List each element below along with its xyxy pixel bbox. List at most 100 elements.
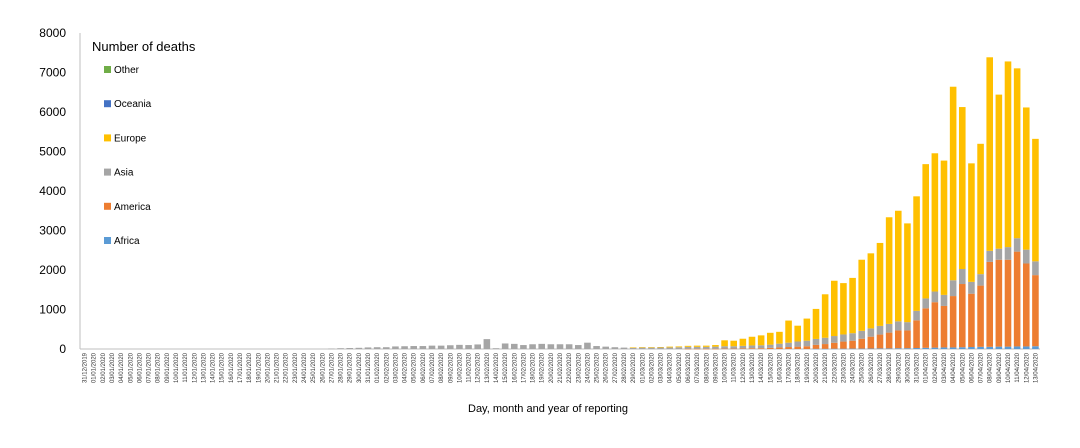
bar-asia-76: [776, 343, 783, 348]
x-tick-label: 31/01/2020: [366, 352, 372, 383]
x-tick-label: 01/04/2020: [924, 352, 930, 383]
x-tick-label: 15/02/2020: [503, 352, 509, 383]
x-tick-label: 12/03/2020: [741, 352, 747, 383]
x-tick-label: 26/02/2020: [604, 352, 610, 383]
bar-africa-103: [1022, 346, 1030, 349]
y-tick-label: 2000: [39, 263, 66, 277]
bar-africa-89: [894, 348, 902, 349]
bar-asia-67: [693, 346, 701, 349]
bar-asia-75: [766, 344, 774, 348]
bar-asia-52: [556, 344, 564, 349]
x-tick-label: 26/03/2020: [869, 352, 875, 383]
bar-africa-101: [1004, 346, 1012, 349]
bar-europe-97: [968, 163, 975, 282]
bar-europe-81: [821, 294, 829, 338]
x-tick-label: 07/02/2020: [430, 352, 436, 383]
bar-asia-28: [337, 348, 344, 349]
bar-asia-46: [501, 343, 509, 349]
y-tick-label: 5000: [39, 145, 66, 159]
x-tick-label: 29/02/2020: [631, 352, 637, 383]
bar-asia-30: [355, 347, 363, 349]
bar-asia-77: [785, 342, 792, 348]
bar-america-91: [913, 320, 920, 349]
bar-asia-66: [684, 346, 692, 349]
bar-asia-94: [940, 294, 948, 306]
x-tick-label: 08/01/2020: [156, 352, 162, 383]
bar-america-104: [1032, 275, 1039, 347]
bar-europe-86: [867, 253, 875, 329]
bar-africa-81: [821, 348, 829, 350]
x-tick-label: 02/03/2020: [649, 352, 655, 383]
bar-europe-74: [757, 335, 765, 346]
bar-america-67: [693, 348, 701, 350]
bar-america-69: [712, 348, 719, 350]
x-tick-label: 03/01/2020: [110, 352, 116, 383]
x-tick-label: 30/03/2020: [905, 352, 911, 383]
x-tick-label: 19/01/2020: [256, 352, 262, 383]
x-tick-label: 10/03/2020: [723, 352, 729, 383]
x-tick-label: 30/01/2020: [357, 352, 363, 383]
x-tick-label: 20/02/2020: [549, 352, 555, 383]
x-tick-label: 16/03/2020: [777, 352, 783, 383]
bar-america-97: [968, 293, 975, 348]
bar-africa-104: [1032, 346, 1039, 349]
bar-asia-68: [702, 346, 710, 349]
bar-africa-99: [986, 346, 993, 349]
x-tick-label: 03/02/2020: [393, 352, 399, 383]
x-tick-label: 13/01/2020: [201, 352, 207, 383]
bar-europe-70: [721, 340, 728, 347]
x-tick-label: 18/03/2020: [796, 352, 802, 383]
bar-asia-31: [364, 347, 372, 349]
bar-america-77: [785, 347, 792, 349]
bar-america-103: [1022, 263, 1030, 347]
x-tick-label: 19/03/2020: [805, 352, 811, 383]
x-tick-label: 31/03/2020: [915, 352, 921, 383]
bar-europe-103: [1022, 107, 1030, 250]
bar-europe-95: [949, 86, 957, 281]
x-tick-label: 12/04/2020: [1024, 352, 1030, 383]
legend-swatch-oceania: [104, 100, 111, 108]
bar-asia-95: [949, 280, 957, 297]
x-tick-label: 07/04/2020: [979, 352, 985, 383]
x-tick-label: 18/01/2020: [247, 352, 253, 383]
bar-asia-62: [648, 347, 655, 349]
bar-europe-73: [748, 336, 756, 346]
bar-asia-69: [712, 346, 719, 349]
bar-america-98: [977, 285, 984, 347]
bar-africa-83: [840, 348, 847, 350]
bar-asia-92: [922, 298, 929, 309]
x-tick-label: 28/01/2020: [339, 352, 345, 383]
bar-europe-99: [986, 57, 993, 251]
bar-asia-73: [748, 345, 756, 349]
bar-america-99: [986, 261, 993, 347]
x-tick-label: 13/02/2020: [485, 352, 491, 383]
y-tick-label: 3000: [39, 224, 66, 238]
bar-america-73: [748, 348, 756, 349]
bar-africa-102: [1013, 346, 1021, 349]
bar-asia-61: [638, 347, 646, 349]
bar-europe-77: [785, 320, 792, 343]
x-tick-label: 11/02/2020: [467, 352, 473, 382]
bar-america-81: [821, 344, 829, 349]
bar-asia-41: [456, 344, 463, 349]
bar-africa-87: [876, 348, 884, 349]
bar-europe-101: [1004, 61, 1012, 248]
bar-asia-80: [812, 338, 820, 345]
legend-swatch-asia: [104, 168, 111, 176]
bar-asia-102: [1013, 238, 1021, 252]
x-tick-label: 02/01/2020: [101, 352, 107, 383]
x-tick-label: 07/03/2020: [695, 352, 701, 383]
x-tick-label: 22/02/2020: [567, 352, 573, 383]
bar-america-92: [922, 308, 929, 348]
bar-europe-68: [702, 345, 710, 347]
x-tick-label: 10/02/2020: [457, 352, 463, 383]
bar-europe-60: [629, 347, 637, 348]
bar-africa-80: [812, 348, 820, 350]
bar-europe-83: [840, 283, 847, 335]
x-tick-label: 18/02/2020: [531, 352, 537, 383]
bar-asia-40: [446, 345, 454, 349]
bar-europe-71: [730, 340, 737, 347]
x-tick-label: 23/03/2020: [841, 352, 847, 383]
bar-asia-87: [876, 325, 884, 335]
x-tick-label: 04/01/2020: [119, 352, 125, 383]
